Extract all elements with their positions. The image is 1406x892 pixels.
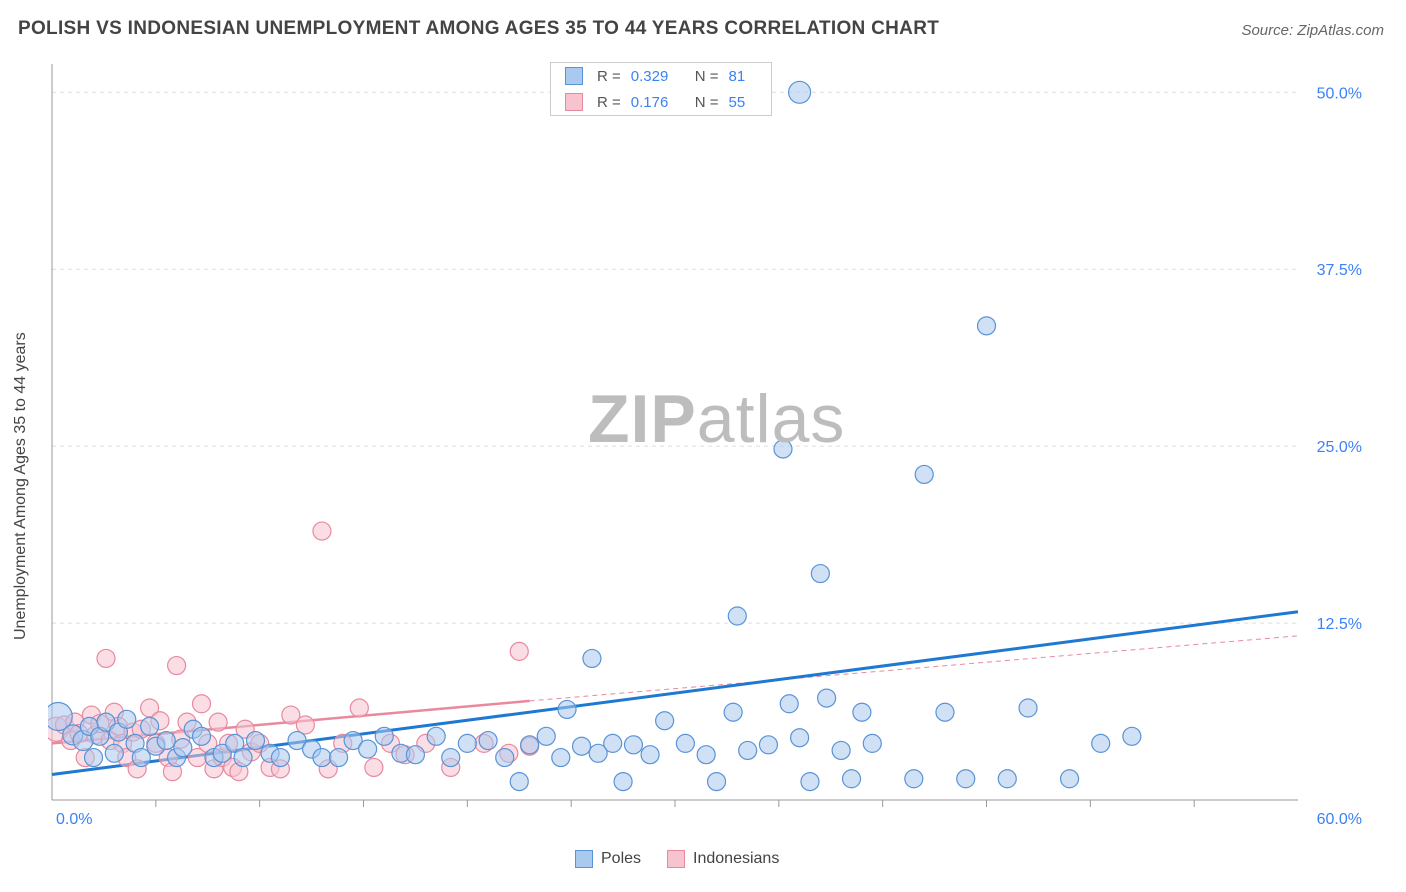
- data-point: [676, 734, 694, 752]
- data-point: [552, 749, 570, 767]
- data-point: [496, 749, 514, 767]
- data-point: [271, 749, 289, 767]
- data-point: [1061, 770, 1079, 788]
- correlation-stats-box: R = 0.329 N = 81 R = 0.176 N = 55: [550, 62, 772, 116]
- legend-swatch: [575, 850, 593, 868]
- trend-line-extension: [530, 636, 1298, 701]
- data-point: [832, 741, 850, 759]
- data-point: [313, 522, 331, 540]
- y-tick-label: 12.5%: [1317, 616, 1362, 633]
- data-point: [157, 732, 175, 750]
- data-point: [558, 700, 576, 718]
- data-point: [998, 770, 1016, 788]
- data-point: [1123, 727, 1141, 745]
- data-point: [863, 734, 881, 752]
- data-point: [85, 749, 103, 767]
- data-point: [957, 770, 975, 788]
- data-point: [915, 465, 933, 483]
- y-tick-label: 50.0%: [1317, 85, 1362, 102]
- chart-legend: Poles Indonesians: [575, 850, 797, 868]
- data-point: [1019, 699, 1037, 717]
- y-tick-label: 37.5%: [1317, 262, 1362, 279]
- y-tick-label: 25.0%: [1317, 439, 1362, 456]
- data-point: [583, 649, 601, 667]
- data-point: [479, 732, 497, 750]
- data-point: [905, 770, 923, 788]
- data-point: [359, 740, 377, 758]
- data-point: [406, 746, 424, 764]
- data-point: [728, 607, 746, 625]
- legend-swatch: [667, 850, 685, 868]
- data-point: [442, 749, 460, 767]
- scatter-chart: 12.5% 25.0% 37.5% 50.0% 0.0% 60.0%: [48, 60, 1368, 830]
- data-point: [759, 736, 777, 754]
- data-point: [818, 689, 836, 707]
- data-point: [843, 770, 861, 788]
- data-point: [614, 773, 632, 791]
- x-tick-label: 60.0%: [1317, 811, 1362, 828]
- legend-label: Indonesians: [693, 850, 779, 868]
- stat-n-label: N =: [695, 94, 719, 111]
- data-point: [350, 699, 368, 717]
- data-point: [510, 642, 528, 660]
- data-point: [739, 741, 757, 759]
- data-point: [708, 773, 726, 791]
- data-point: [724, 703, 742, 721]
- data-point: [234, 749, 252, 767]
- data-point: [313, 749, 331, 767]
- data-point: [936, 703, 954, 721]
- data-point: [427, 727, 445, 745]
- data-point: [365, 758, 383, 776]
- source-attribution: Source: ZipAtlas.com: [1241, 22, 1384, 39]
- data-point: [780, 695, 798, 713]
- series-swatch: [565, 93, 583, 111]
- data-point: [118, 710, 136, 728]
- data-point: [141, 717, 159, 735]
- data-point: [174, 739, 192, 757]
- data-point: [97, 649, 115, 667]
- data-point: [656, 712, 674, 730]
- data-point: [458, 734, 476, 752]
- data-point: [1092, 734, 1110, 752]
- data-point: [510, 773, 528, 791]
- data-point: [132, 749, 150, 767]
- stat-r-label: R =: [597, 68, 621, 85]
- data-point: [375, 727, 393, 745]
- data-point: [193, 695, 211, 713]
- data-point: [209, 713, 227, 731]
- data-point: [193, 727, 211, 745]
- data-point: [573, 737, 591, 755]
- data-point: [604, 734, 622, 752]
- stat-r-value: 0.329: [631, 68, 681, 85]
- data-point: [105, 744, 123, 762]
- data-point: [853, 703, 871, 721]
- data-point: [168, 657, 186, 675]
- stat-r-value: 0.176: [631, 94, 681, 111]
- data-point: [330, 749, 348, 767]
- data-point: [978, 317, 996, 335]
- data-point: [624, 736, 642, 754]
- data-point: [521, 736, 539, 754]
- data-point: [697, 746, 715, 764]
- stats-row: R = 0.176 N = 55: [551, 89, 771, 115]
- data-point: [641, 746, 659, 764]
- series-swatch: [565, 67, 583, 85]
- stat-r-label: R =: [597, 94, 621, 111]
- data-point: [811, 565, 829, 583]
- data-point: [247, 732, 265, 750]
- data-point: [791, 729, 809, 747]
- stat-n-label: N =: [695, 68, 719, 85]
- chart-title: POLISH VS INDONESIAN UNEMPLOYMENT AMONG …: [18, 18, 939, 40]
- legend-label: Poles: [601, 850, 641, 868]
- y-axis-label: Unemployment Among Ages 35 to 44 years: [12, 332, 30, 640]
- stats-row: R = 0.329 N = 81: [551, 63, 771, 89]
- data-point: [789, 81, 811, 103]
- data-point: [774, 440, 792, 458]
- stat-n-value: 55: [729, 94, 757, 111]
- data-point: [537, 727, 555, 745]
- data-point: [801, 773, 819, 791]
- x-tick-label: 0.0%: [56, 811, 92, 828]
- stat-n-value: 81: [729, 68, 757, 85]
